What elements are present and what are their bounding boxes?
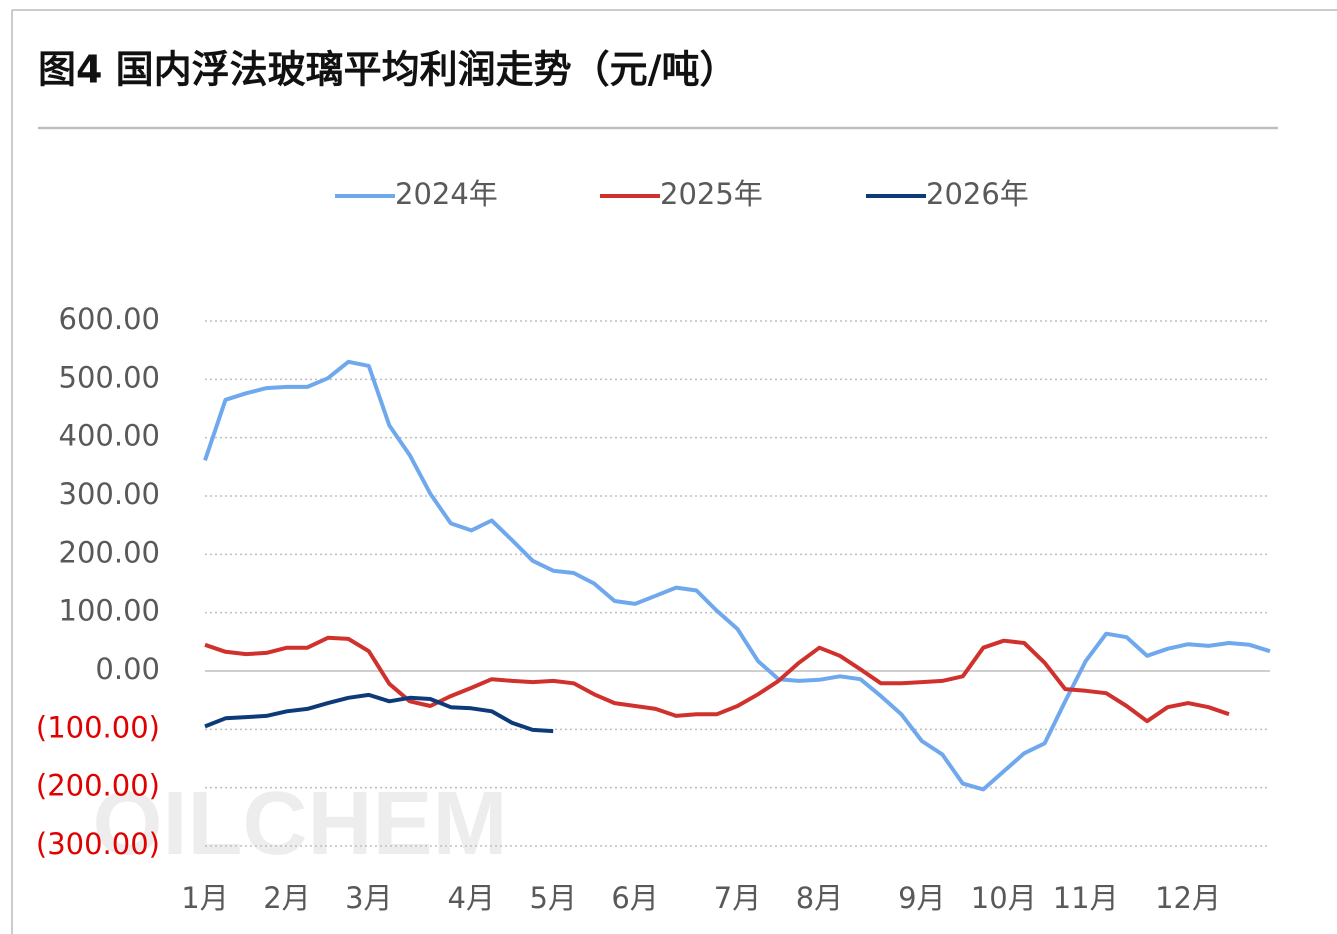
x-tick-label: 4月 — [448, 881, 495, 915]
y-tick-label: 200.00 — [59, 535, 160, 569]
legend-label: 2024年 — [395, 177, 498, 211]
x-tick-label: 2月 — [263, 881, 310, 915]
y-tick-label: 300.00 — [59, 477, 160, 511]
x-tick-label: 9月 — [898, 881, 945, 915]
series-line — [204, 692, 554, 734]
x-tick-label: 7月 — [714, 881, 761, 915]
x-tick-label: 11月 — [1053, 881, 1119, 915]
y-tick-label: 400.00 — [59, 419, 160, 453]
x-tick-label: 10月 — [971, 881, 1037, 915]
y-tick-label: 0.00 — [95, 652, 160, 686]
y-tick-label: (300.00) — [36, 827, 160, 861]
legend-label: 2026年 — [926, 177, 1029, 211]
x-tick-label: 8月 — [796, 881, 843, 915]
x-tick-label: 12月 — [1155, 881, 1221, 915]
series-line — [203, 359, 1271, 792]
y-tick-label: 600.00 — [59, 302, 160, 336]
watermark: OILCHEM — [93, 774, 508, 874]
x-tick-label: 3月 — [345, 881, 392, 915]
chart-title: 图4 国内浮法玻璃平均利润走势（元/吨） — [38, 48, 738, 92]
x-tick-label: 5月 — [529, 881, 576, 915]
y-tick-label: 100.00 — [59, 594, 160, 628]
x-tick-label: 6月 — [611, 881, 658, 915]
y-tick-label: (100.00) — [36, 710, 160, 744]
y-tick-label: 500.00 — [59, 360, 160, 394]
series-line — [204, 635, 1230, 724]
legend-label: 2025年 — [660, 177, 763, 211]
x-tick-label: 1月 — [181, 881, 228, 915]
y-tick-label: (200.00) — [36, 769, 160, 803]
